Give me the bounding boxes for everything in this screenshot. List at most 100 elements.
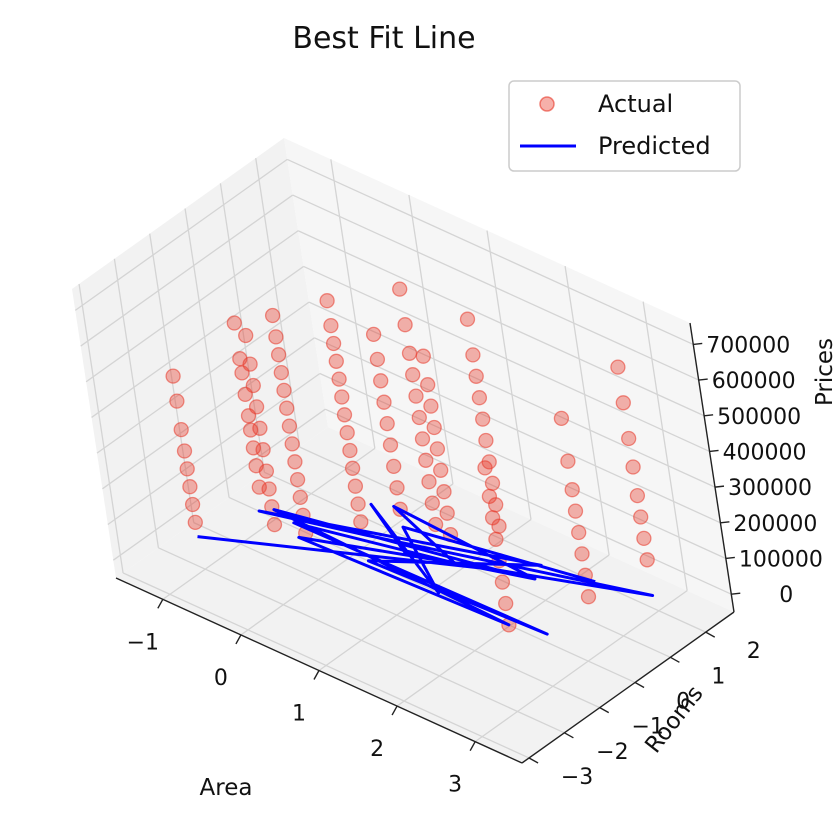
z-gridline [303,265,710,453]
actual-point [182,479,198,495]
x-gridline [162,447,376,600]
actual-point [625,459,641,475]
y-gridline [184,208,230,498]
actual-point [560,453,576,469]
y-gridline [219,183,266,473]
actual-point [350,496,366,512]
actual-point [639,552,655,568]
actual-point [176,443,193,459]
actual-point [287,454,303,470]
actual-point [580,589,597,605]
actual-point [252,420,268,436]
actual-point [629,487,646,504]
z-gridline [96,301,310,454]
z-axis-label: Prices [812,338,837,406]
x-tick [157,599,164,609]
actual-point [323,317,339,334]
y-gridline [158,547,565,734]
z-gridline [102,337,315,490]
x-tick [469,741,476,751]
actual-scatter-series [165,281,655,633]
actual-point [488,531,504,547]
x-tick [313,670,320,680]
actual-point [564,482,580,498]
z-tick [720,521,730,524]
z-tick [693,342,703,346]
actual-point [344,460,361,476]
actual-point [226,315,242,331]
y-tick-label: −2 [596,740,628,765]
z-tick [709,449,719,453]
z-tick [698,378,708,381]
z-gridline [107,372,321,526]
x-gridline [318,518,532,672]
actual-point [475,411,491,427]
actual-point [382,437,399,453]
actual-point [379,415,395,432]
x-gridline [564,265,610,556]
z-gridline [80,194,294,347]
actual-point [411,409,427,426]
actual-point [289,471,306,488]
z-tick [704,414,714,417]
y-gridline [193,522,601,709]
actual-point [436,484,452,500]
y-tick-label: 2 [747,639,761,664]
actual-point [319,293,335,309]
y-tick-label: −1 [632,715,664,740]
actual-point [165,368,181,384]
actual-point [471,390,488,406]
actual-point [421,474,437,490]
actual-point [405,367,421,383]
z-tick-label: 0 [779,583,793,608]
actual-point [389,480,405,496]
actual-point [264,307,281,324]
x-axis-label: Area [200,775,253,801]
actual-point [328,353,344,369]
z-tick-label: 200000 [733,512,817,537]
z-tick [714,485,725,488]
y-axis-line [521,611,735,764]
z-gridline [85,230,299,383]
actual-point [365,326,382,343]
x-gridline [240,483,454,636]
actual-point [342,442,358,459]
y-tick [564,732,574,739]
actual-point [567,503,584,519]
x-gridline [408,194,454,485]
x-tick-label: 2 [370,737,384,762]
x-gridline [474,590,688,743]
actual-point [468,368,484,384]
actual-point [339,425,355,441]
actual-point [266,516,283,533]
actual-point [478,432,494,449]
y-tick-label: 0 [676,689,690,714]
actual-point [429,441,446,457]
y-tick [670,656,680,663]
actual-point [255,442,271,458]
actual-point [481,488,498,505]
y-tick-label: −3 [561,765,593,790]
actual-point [276,382,292,399]
x-gridline [330,159,376,449]
z-tick-label: 600000 [712,369,796,394]
actual-point [433,462,449,478]
z-gridline [91,265,304,418]
x-tick [235,634,242,645]
actual-point [242,356,258,372]
actual-point [347,478,364,494]
actual-point [187,514,203,531]
legend-actual-marker [539,96,555,112]
predicted-line-series [197,502,655,636]
actual-point [284,436,300,452]
actual-point [169,393,185,409]
actual-point [292,489,308,506]
legend-actual-label: Actual [598,90,673,118]
actual-point [636,530,652,547]
y-tick [705,631,716,638]
z-tick [731,592,741,595]
actual-point [477,460,493,476]
actual-point [621,430,637,447]
